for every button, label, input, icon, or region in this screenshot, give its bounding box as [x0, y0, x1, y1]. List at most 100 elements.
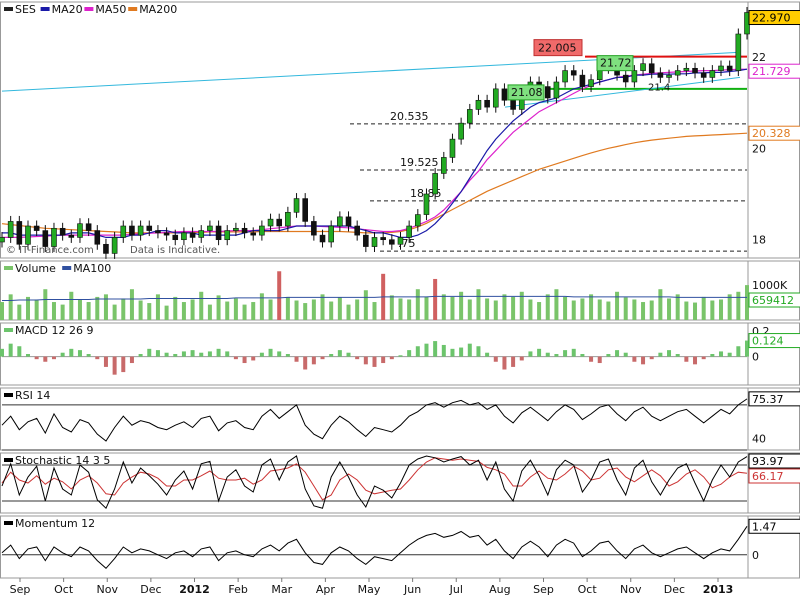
candle	[492, 88, 499, 108]
macd-bar	[615, 350, 620, 357]
volume-bar	[441, 294, 446, 320]
macd-bar	[467, 343, 472, 357]
volume-bar	[164, 305, 169, 320]
volume-bar	[415, 289, 420, 320]
x-axis-label-16: 2013	[703, 583, 734, 596]
macd-bar	[571, 348, 576, 357]
macd-bar	[69, 348, 74, 357]
macd-bar	[667, 350, 672, 357]
macd-bar	[545, 352, 550, 357]
stochastic-k-line	[1, 455, 748, 510]
macd-bar	[259, 352, 264, 357]
macd-bar	[103, 356, 108, 367]
support-label-1: 21.72	[600, 57, 632, 70]
x-axis-label-9: Jun	[403, 583, 421, 596]
rsi-last-value-box	[748, 391, 800, 407]
volume-bar	[277, 271, 282, 320]
macd-panel	[0, 322, 800, 386]
volume-bar	[207, 304, 212, 320]
x-axis-label-3: Dec	[140, 583, 161, 596]
volume-bar	[363, 290, 368, 320]
macd-bar	[554, 354, 559, 357]
macd-bar	[589, 356, 594, 362]
candle	[276, 218, 283, 227]
macd-bar	[294, 356, 299, 362]
candle	[709, 70, 716, 78]
candle	[432, 173, 438, 195]
candle	[293, 198, 300, 213]
x-axis-label-6: Mar	[271, 583, 292, 596]
volume-bar	[190, 299, 195, 320]
volume-bar	[268, 299, 273, 320]
volume-bar	[285, 296, 290, 320]
volume-bar	[719, 299, 724, 320]
candle	[449, 138, 456, 158]
candle	[345, 216, 352, 227]
volume-bar	[745, 285, 749, 320]
macd-bar	[25, 354, 30, 357]
candle	[380, 237, 386, 241]
candle	[233, 227, 239, 231]
macd-bar	[225, 351, 230, 357]
volume-bar	[424, 296, 429, 320]
candle	[700, 72, 707, 78]
candle	[510, 99, 516, 110]
price-legend-swatch-0	[4, 7, 13, 11]
macd-bar	[658, 352, 663, 357]
volume-bar	[259, 293, 264, 320]
disclaimer: Data is Indicative.	[130, 245, 220, 256]
macd-bar	[121, 356, 126, 373]
rsi-ytick-0: 40	[752, 433, 766, 446]
volume-bar	[216, 295, 221, 320]
candle	[553, 81, 560, 99]
volume-bar	[311, 299, 316, 320]
macd-bar	[632, 356, 637, 362]
macd-bar	[355, 356, 360, 360]
stochastic-d-value: 66.17	[752, 470, 784, 483]
macd-bar	[95, 356, 100, 360]
volume-bar	[606, 301, 611, 320]
candle	[423, 193, 430, 215]
price-legend-label-1: MA20	[52, 3, 83, 16]
candle	[250, 232, 257, 236]
x-axis-label-13: Oct	[578, 583, 598, 596]
support-label-box-1	[596, 55, 634, 72]
macd-bar	[60, 352, 65, 357]
candle	[137, 225, 144, 236]
macd-bar	[563, 350, 568, 357]
macd-bar	[277, 351, 282, 357]
macd-last-value: 0.124	[752, 335, 784, 348]
volume-last-value: 659412	[752, 294, 794, 307]
macd-bar	[43, 356, 48, 362]
candle	[85, 223, 92, 231]
macd-bar	[51, 356, 56, 360]
macd-bar	[450, 348, 455, 357]
volume-bar	[303, 303, 308, 320]
price-annotation-3: 21.4	[648, 82, 670, 93]
volume-legend-label-1: MA100	[73, 262, 111, 275]
volume-bar	[736, 291, 741, 320]
volume-bar	[476, 289, 481, 320]
volume-bar	[502, 294, 507, 320]
candle	[163, 232, 170, 236]
stochastic-k-value: 93.97	[752, 455, 784, 468]
volume-bar	[69, 291, 74, 320]
rsi-panel	[0, 387, 800, 451]
stochastic-d-value-box	[748, 468, 800, 484]
volume-bar	[528, 299, 533, 320]
momentum-last-value: 1.47	[752, 520, 777, 533]
volume-bar	[537, 302, 542, 320]
volume-bar	[563, 296, 568, 320]
candle	[7, 221, 14, 238]
volume-ma100-line	[2, 295, 747, 301]
macd-bar	[233, 356, 238, 360]
x-axis-label-1: Oct	[54, 583, 74, 596]
macd-bar	[190, 350, 195, 357]
candle	[42, 230, 49, 247]
volume-bar	[251, 302, 256, 320]
momentum-line	[1, 526, 748, 570]
level-label-2: 19.525	[400, 156, 439, 169]
candle	[111, 237, 118, 254]
volume-bar	[34, 299, 39, 320]
